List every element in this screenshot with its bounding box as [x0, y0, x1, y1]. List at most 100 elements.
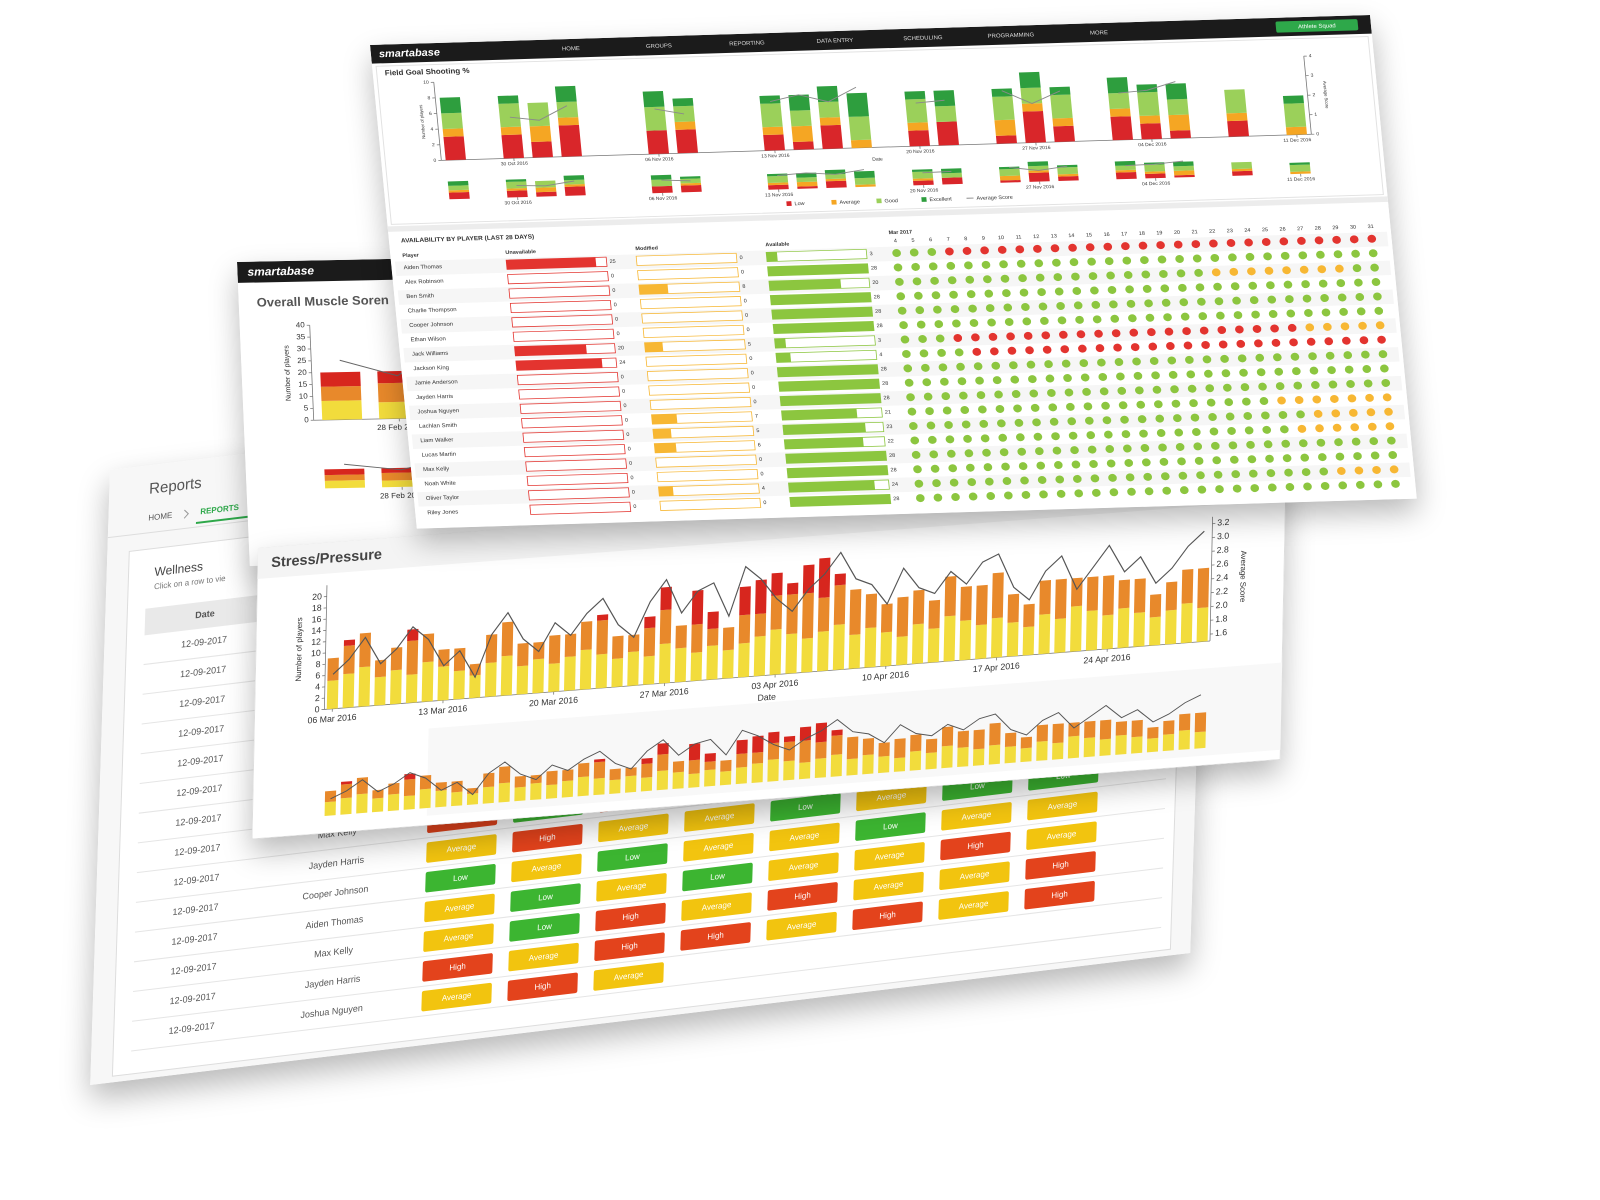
player-name[interactable]: Riley Jones [427, 510, 459, 517]
bar-segment [437, 665, 450, 701]
rating-badge [508, 942, 579, 972]
nav-item[interactable]: MORE [1090, 30, 1109, 36]
bar-value: 0 [627, 446, 631, 452]
day-label: 18 [1139, 231, 1146, 237]
nav-item[interactable]: PROGRAMMING [987, 32, 1035, 39]
status-dot [1254, 339, 1263, 348]
breadcrumb-item[interactable]: HOME [148, 511, 173, 523]
status-dot [971, 333, 980, 342]
status-dot [1106, 459, 1116, 468]
player-name[interactable]: Oliver Taylor [426, 495, 460, 502]
status-dot [1143, 472, 1153, 481]
bar-segment [557, 117, 579, 126]
column-header[interactable]: Unavailable [505, 249, 536, 256]
status-dot [933, 305, 942, 314]
status-dot [1308, 352, 1317, 361]
player-name[interactable]: Charlie Thompson [408, 307, 457, 314]
day-label: 16 [1103, 232, 1110, 238]
status-dot [1212, 456, 1222, 465]
player-name[interactable]: Ethan Wilson [410, 336, 446, 343]
bar-segment [498, 782, 510, 803]
player-name[interactable]: Cooper Johnson [409, 322, 454, 329]
status-dot [1083, 402, 1093, 411]
status-dot [1289, 338, 1298, 347]
bar-segment [825, 173, 846, 180]
status-dot [1128, 314, 1137, 323]
nav-item[interactable]: SCHEDULING [903, 35, 943, 42]
bar-segment [406, 640, 419, 675]
nav-item[interactable]: GROUPS [646, 43, 673, 50]
bar-segment [1149, 616, 1161, 646]
status-dot [965, 275, 975, 284]
row-divider [133, 837, 1165, 963]
row-name[interactable]: Max Kelly [314, 945, 354, 960]
status-dot [1086, 431, 1096, 440]
player-name[interactable]: Jayden Harris [416, 394, 454, 401]
status-dot [947, 276, 957, 285]
x-tick-label: 20 Nov 2016 [910, 188, 939, 195]
bar-segment [795, 172, 817, 178]
column-header[interactable]: Modified [635, 246, 658, 252]
nav-item[interactable]: DATA ENTRY [816, 38, 853, 45]
y-tick-label: 25 [297, 356, 307, 365]
player-name[interactable]: Jamie Anderson [415, 379, 459, 386]
day-label: 30 [1350, 225, 1357, 231]
bar-track [646, 368, 749, 382]
bar-track [507, 271, 609, 285]
player-name[interactable]: Jackson King [413, 365, 449, 372]
player-name[interactable]: Aiden Thomas [403, 264, 442, 271]
status-dot [1305, 323, 1315, 332]
status-dot [1178, 471, 1188, 480]
status-dot [929, 450, 939, 459]
status-dot [1249, 296, 1259, 305]
x-tick-label: 20 Mar 2016 [529, 695, 578, 709]
bar-segment [597, 614, 609, 621]
day-label: 28 [1315, 226, 1322, 232]
status-dot [1362, 365, 1372, 374]
status-dot [1384, 407, 1393, 416]
nav-item[interactable]: HOME [562, 46, 581, 52]
squad-button-label[interactable]: Athlete Squad [1298, 23, 1336, 30]
x-tick-label: 04 Dec 2016 [1138, 142, 1167, 149]
nav-item[interactable]: REPORTING [729, 41, 766, 48]
player-name[interactable]: Liam Walker [420, 437, 454, 444]
chart-title: Field Goal Shooting % [384, 66, 470, 77]
rating-label: Average [446, 842, 476, 855]
player-name[interactable]: Noah White [424, 481, 456, 488]
y2-tick-label: 2.6 [1216, 558, 1228, 569]
column-header[interactable]: Available [765, 242, 790, 248]
bar-segment [640, 776, 653, 792]
bar-value: 0 [739, 255, 743, 261]
y-tick-label: 12 [311, 636, 321, 647]
player-name[interactable]: Joshua Nguyen [417, 408, 459, 415]
y2-tick-label: 2.4 [1216, 572, 1228, 583]
status-dot [1000, 274, 1010, 283]
status-dot [1007, 346, 1017, 355]
player-name[interactable]: Ben Smith [406, 293, 434, 300]
status-dot [1042, 345, 1052, 354]
squad-button[interactable] [1275, 19, 1359, 33]
bar-segment [1115, 165, 1136, 171]
bar-segment [992, 96, 1015, 121]
bar-segment [505, 181, 527, 189]
status-dot [1080, 373, 1090, 382]
status-dot [991, 361, 1001, 370]
status-dot [1070, 446, 1079, 455]
status-dot [997, 245, 1007, 254]
bar-segment [1070, 577, 1083, 607]
status-dot [892, 249, 901, 258]
player-name[interactable]: Jack Williams [412, 351, 449, 358]
column-header[interactable]: Player [402, 253, 419, 259]
y2-tick-label: 1 [1314, 112, 1318, 118]
status-dot [1351, 437, 1361, 446]
player-name[interactable]: Lachlan Smith [419, 423, 458, 430]
day-label: 9 [982, 236, 986, 242]
bar-track [639, 296, 742, 310]
player-name[interactable]: Alex Robinson [405, 279, 444, 286]
player-name[interactable]: Lucas Martin [422, 452, 457, 459]
player-name[interactable]: Max Kelly [423, 466, 450, 473]
bar-value: 0 [746, 327, 750, 333]
status-dot [1122, 256, 1132, 265]
bar-segment [707, 611, 719, 630]
status-dot [1105, 445, 1115, 454]
